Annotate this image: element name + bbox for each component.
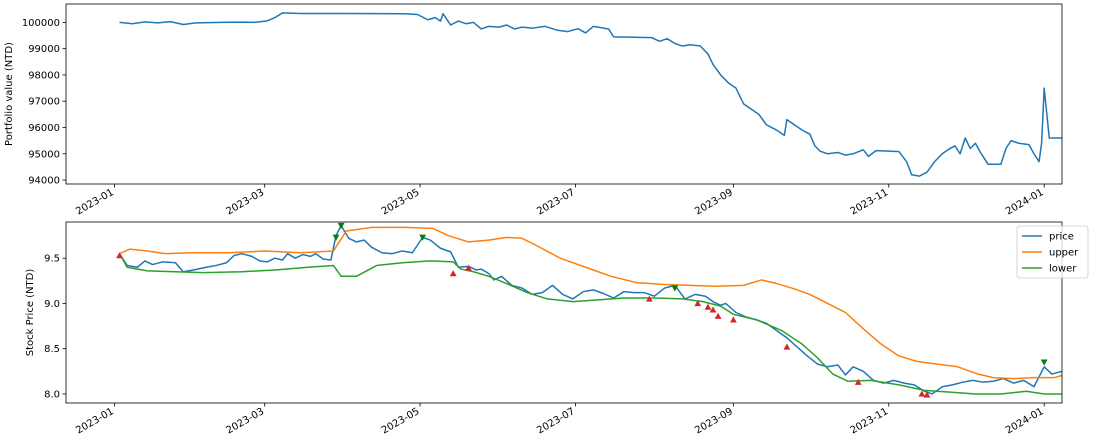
buy-marker: [918, 390, 926, 397]
legend-label-price: price: [1049, 232, 1074, 243]
sell-marker: [332, 234, 340, 241]
y-tick-label: 96000: [28, 123, 60, 134]
buy-marker: [783, 343, 791, 350]
legend: price upper lower: [1016, 225, 1089, 279]
buy-marker: [854, 378, 862, 385]
y-tick-label: 99000: [28, 44, 60, 55]
buy-marker: [714, 312, 722, 319]
series-line-price: [118, 224, 1062, 395]
buy-marker: [645, 295, 653, 302]
buy-marker: [449, 270, 457, 277]
plot-area: [119, 12, 1062, 177]
y-tick-label: 100000: [22, 18, 60, 29]
y-tick-label: 94000: [28, 176, 60, 187]
y-tick-label: 8.0: [44, 389, 60, 400]
series-line-lower: [118, 253, 1062, 395]
y-tick-label: 97000: [28, 97, 60, 108]
y-tick-label: 9.0: [44, 299, 60, 310]
legend-box: [1016, 225, 1089, 279]
buy-marker: [694, 300, 702, 307]
y-tick-label: 98000: [28, 70, 60, 81]
y-axis-label: Portfolio value (NTD): [4, 42, 15, 146]
axes-frame: [65, 3, 1063, 185]
axes-frame: [65, 221, 1063, 404]
legend-label-upper: upper: [1049, 248, 1079, 259]
buy-marker: [729, 316, 737, 323]
y-tick-label: 8.5: [44, 344, 60, 355]
buy-marker: [709, 306, 717, 313]
series-line-portfolio-value: [119, 12, 1062, 177]
sell-marker: [671, 285, 679, 292]
sell-marker: [337, 222, 345, 230]
buy-marker: [704, 303, 712, 310]
plot-area: [116, 222, 1062, 398]
legend-label-lower: lower: [1049, 264, 1077, 275]
sell-marker: [419, 234, 427, 241]
y-tick-label: 95000: [28, 149, 60, 160]
buy-marker: [116, 252, 123, 259]
buy-marker: [923, 391, 931, 398]
buy-marker: [465, 264, 472, 271]
y-axis-label: Stock Price (NTD): [25, 269, 36, 357]
sell-marker: [1040, 359, 1048, 366]
y-tick-label: 9.5: [44, 254, 60, 265]
series-line-upper: [119, 226, 1062, 380]
